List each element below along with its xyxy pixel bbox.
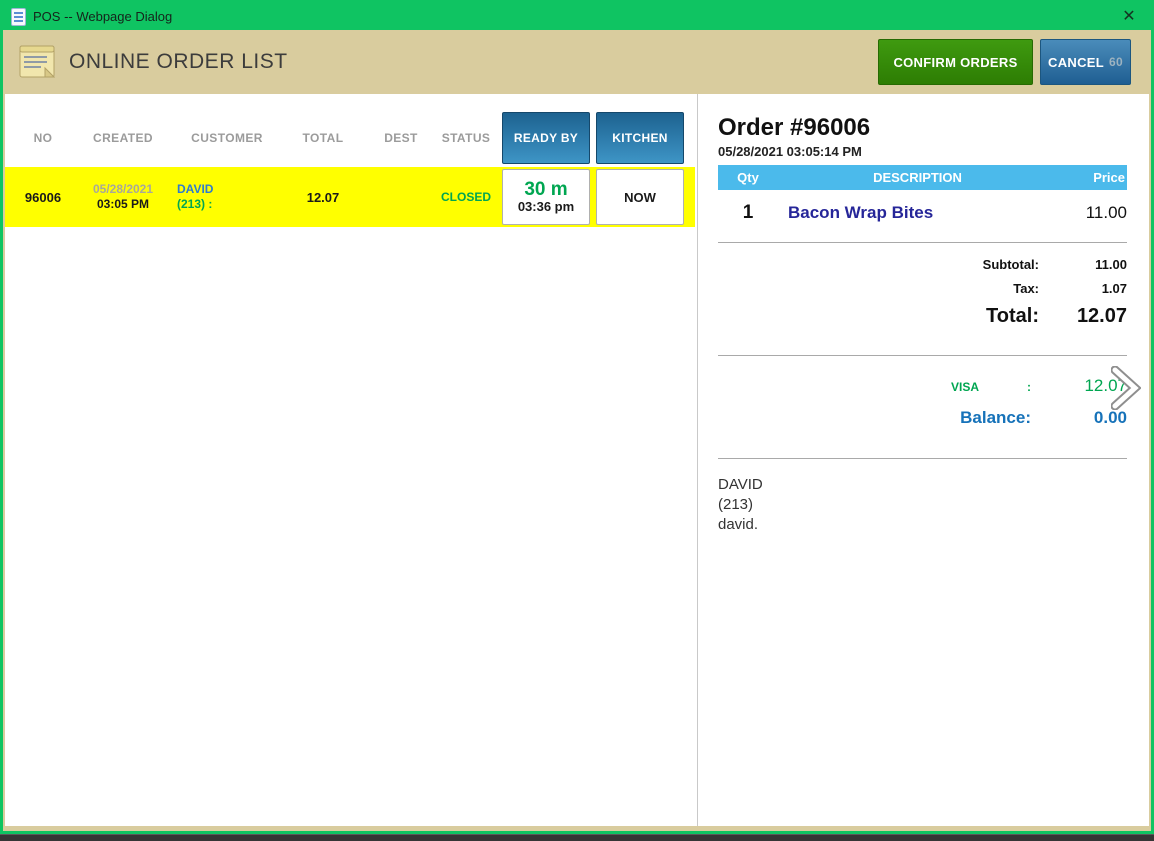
total-label: Total: [986, 305, 1039, 327]
cancel-countdown: 60 [1109, 55, 1123, 69]
order-table-header: NO CREATED CUSTOMER TOTAL DEST STATUS RE… [5, 112, 695, 164]
window-title: POS -- Webpage Dialog [33, 9, 173, 24]
column-total: TOTAL [302, 131, 344, 145]
tax-value: 1.07 [1101, 281, 1127, 296]
panel-divider [697, 94, 698, 826]
confirm-orders-label: CONFIRM ORDERS [893, 54, 1018, 70]
payment-amount: 12.07 [1084, 376, 1127, 395]
balance-value: 0.00 [1093, 408, 1127, 427]
order-detail-panel: Order #96006 05/28/2021 03:05:14 PM Qty … [700, 94, 1149, 826]
receipt-col-price: Price [1093, 170, 1125, 185]
column-no: NO [33, 131, 53, 145]
ready-by-time: 03:36 pm [517, 199, 575, 215]
column-created: CREATED [93, 131, 153, 145]
order-customer-name: DAVID [177, 182, 214, 196]
item-description: Bacon Wrap Bites [788, 203, 934, 222]
header-band: ONLINE ORDER LIST CONFIRM ORDERS CANCEL … [5, 30, 1149, 94]
column-dest: DEST [384, 131, 418, 145]
customer-info-block: DAVID (213) david. [718, 463, 1127, 546]
kitchen-cell[interactable]: NOW [596, 169, 684, 225]
customer-phone: (213) [718, 495, 754, 513]
order-no: 96006 [24, 189, 62, 205]
payment-method: VISA [950, 380, 979, 394]
tax-label: Tax: [1013, 281, 1039, 296]
tax-row: Tax: 1.07 [718, 281, 1127, 296]
close-icon[interactable]: ✕ [1122, 8, 1136, 25]
order-customer-phone: (213) : [177, 197, 213, 211]
receipt-divider-3 [718, 458, 1127, 459]
item-qty: 1 [742, 202, 754, 223]
receipt-item-row: 1 Bacon Wrap Bites 11.00 [718, 190, 1127, 238]
total-value: 12.07 [1076, 305, 1127, 327]
payments-section: VISA : 12.07 Balance: 0.00 [718, 360, 1141, 454]
order-customer: DAVID (213) : [177, 182, 277, 212]
ready-by-minutes: 30 m [524, 178, 568, 200]
ready-by-header-button[interactable]: READY BY [502, 112, 590, 164]
cancel-label: CANCEL [1048, 54, 1104, 70]
confirm-orders-button[interactable]: CONFIRM ORDERS [878, 39, 1033, 85]
webpage-dialog-icon [11, 7, 26, 26]
receipt-col-description: DESCRIPTION [873, 170, 962, 185]
ready-by-cell[interactable]: 30 m 03:36 pm [502, 169, 590, 225]
main-content: NO CREATED CUSTOMER TOTAL DEST STATUS RE… [5, 94, 1149, 826]
payment-colon: : [1027, 380, 1031, 394]
item-price: 11.00 [1085, 203, 1127, 222]
kitchen-header-button[interactable]: KITCHEN [596, 112, 684, 164]
customer-name: DAVID [718, 476, 763, 493]
cancel-button[interactable]: CANCEL 60 [1040, 39, 1131, 85]
receipt-divider-2 [718, 355, 1127, 356]
column-status: STATUS [441, 131, 491, 145]
titlebar: POS -- Webpage Dialog ✕ [3, 3, 1151, 30]
receipt-header: Qty DESCRIPTION Price [718, 165, 1127, 190]
order-created-time: 03:05 PM [96, 197, 150, 211]
order-total: 12.07 [306, 189, 340, 205]
header-buttons: CONFIRM ORDERS CANCEL 60 [878, 39, 1131, 85]
total-row: Total: 12.07 [718, 305, 1127, 328]
kitchen-value: NOW [624, 189, 656, 205]
dialog-body: ONLINE ORDER LIST CONFIRM ORDERS CANCEL … [3, 30, 1151, 831]
subtotal-value: 11.00 [1095, 257, 1127, 272]
payment-row: VISA : 12.07 [718, 376, 1127, 396]
order-row[interactable]: 96006 05/28/2021 03:05 PM DAVID (213) : … [5, 167, 695, 227]
order-list-icon [19, 45, 55, 78]
order-detail-title: Order #96006 [718, 114, 871, 141]
next-order-chevron-icon[interactable] [1111, 366, 1141, 410]
page-title: ONLINE ORDER LIST [69, 50, 288, 73]
order-created: 05/28/2021 03:05 PM [69, 182, 177, 212]
order-status: CLOSED [440, 190, 491, 204]
subtotal-row: Subtotal: 11.00 [718, 257, 1127, 272]
receipt-divider-1 [718, 242, 1127, 243]
totals-section: Subtotal: 11.00 Tax: 1.07 Total: 12.07 [718, 247, 1127, 351]
receipt-col-qty: Qty [737, 170, 759, 185]
order-list-panel: NO CREATED CUSTOMER TOTAL DEST STATUS RE… [5, 94, 695, 826]
order-created-date: 05/28/2021 [92, 182, 154, 196]
order-detail-timestamp: 05/28/2021 03:05:14 PM [718, 144, 862, 159]
balance-label: Balance: [960, 408, 1031, 427]
subtotal-label: Subtotal: [982, 257, 1039, 272]
column-customer: CUSTOMER [191, 131, 263, 145]
balance-row: Balance: 0.00 [718, 408, 1127, 428]
taskbar-strip [0, 834, 1154, 841]
customer-email: david. [718, 515, 759, 533]
